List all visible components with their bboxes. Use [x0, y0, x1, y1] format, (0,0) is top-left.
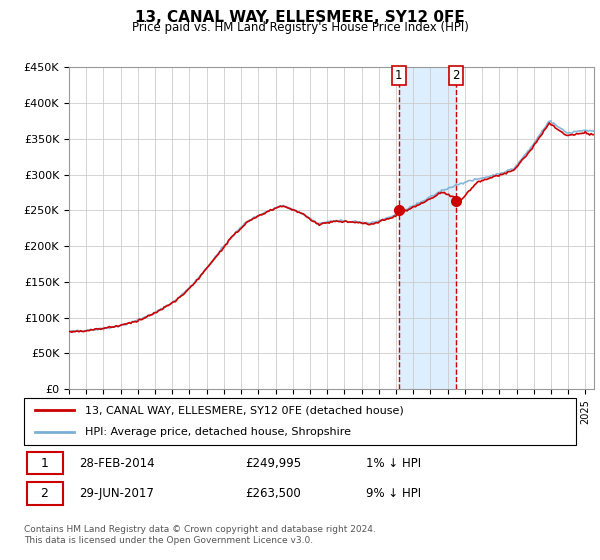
Text: 2: 2 — [40, 487, 49, 500]
Text: 1% ↓ HPI: 1% ↓ HPI — [366, 457, 421, 470]
Text: 13, CANAL WAY, ELLESMERE, SY12 0FE: 13, CANAL WAY, ELLESMERE, SY12 0FE — [135, 10, 465, 25]
Text: HPI: Average price, detached house, Shropshire: HPI: Average price, detached house, Shro… — [85, 427, 351, 437]
Text: 1: 1 — [395, 69, 403, 82]
FancyBboxPatch shape — [27, 452, 62, 474]
Text: 1: 1 — [40, 457, 49, 470]
Text: 2: 2 — [452, 69, 460, 82]
Bar — [399, 67, 456, 389]
Text: 9% ↓ HPI: 9% ↓ HPI — [366, 487, 421, 500]
Text: £249,995: £249,995 — [245, 457, 301, 470]
Text: 28-FEB-2014: 28-FEB-2014 — [79, 457, 155, 470]
FancyBboxPatch shape — [27, 483, 62, 505]
Text: 29-JUN-2017: 29-JUN-2017 — [79, 487, 154, 500]
FancyBboxPatch shape — [24, 398, 576, 445]
Text: £263,500: £263,500 — [245, 487, 301, 500]
Text: 13, CANAL WAY, ELLESMERE, SY12 0FE (detached house): 13, CANAL WAY, ELLESMERE, SY12 0FE (deta… — [85, 405, 403, 416]
Text: Price paid vs. HM Land Registry's House Price Index (HPI): Price paid vs. HM Land Registry's House … — [131, 21, 469, 34]
Text: Contains HM Land Registry data © Crown copyright and database right 2024.
This d: Contains HM Land Registry data © Crown c… — [24, 525, 376, 545]
